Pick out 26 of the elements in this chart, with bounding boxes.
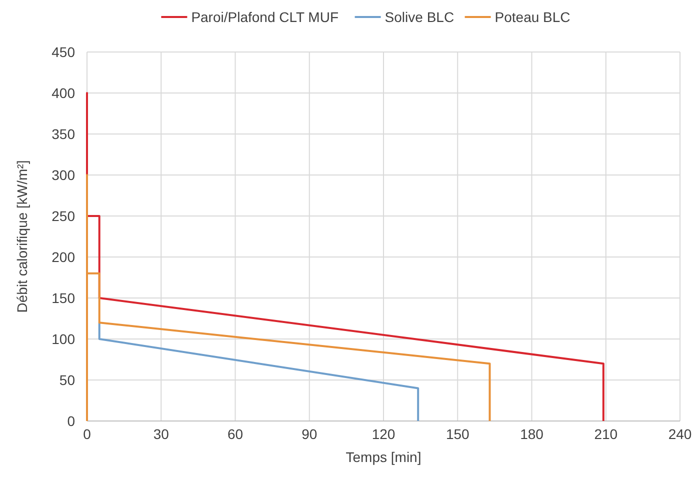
line-series: [86, 174, 491, 422]
legend-label: Paroi/Plafond CLT MUF: [191, 9, 339, 25]
legend-label: Solive BLC: [384, 9, 454, 25]
legend-label: Poteau BLC: [494, 9, 570, 25]
y-tick-label: 0: [67, 413, 76, 429]
y-tick-label: 250: [52, 208, 76, 224]
x-tick-label: 60: [227, 426, 244, 442]
x-tick-label: 0: [83, 426, 92, 442]
y-tick-label: 150: [52, 290, 76, 306]
y-tick-label: 350: [52, 126, 76, 142]
x-tick-label: 120: [372, 426, 396, 442]
line-series: [98, 322, 420, 422]
x-tick-label: 150: [446, 426, 470, 442]
x-tick-label: 210: [594, 426, 618, 442]
x-tick-label: 30: [153, 426, 170, 442]
y-axis-title: Débit calorifique [kW/m²]: [14, 160, 30, 313]
x-axis-title: Temps [min]: [346, 449, 422, 465]
x-tick-label: 240: [668, 426, 692, 442]
y-tick-label: 100: [52, 331, 76, 347]
y-tick-label: 450: [52, 44, 76, 60]
y-tick-label: 200: [52, 249, 76, 265]
y-tick-label: 400: [52, 85, 76, 101]
x-tick-label: 90: [302, 426, 318, 442]
y-tick-label: 50: [59, 372, 76, 388]
x-tick-label: 180: [520, 426, 544, 442]
y-tick-label: 300: [52, 167, 76, 183]
